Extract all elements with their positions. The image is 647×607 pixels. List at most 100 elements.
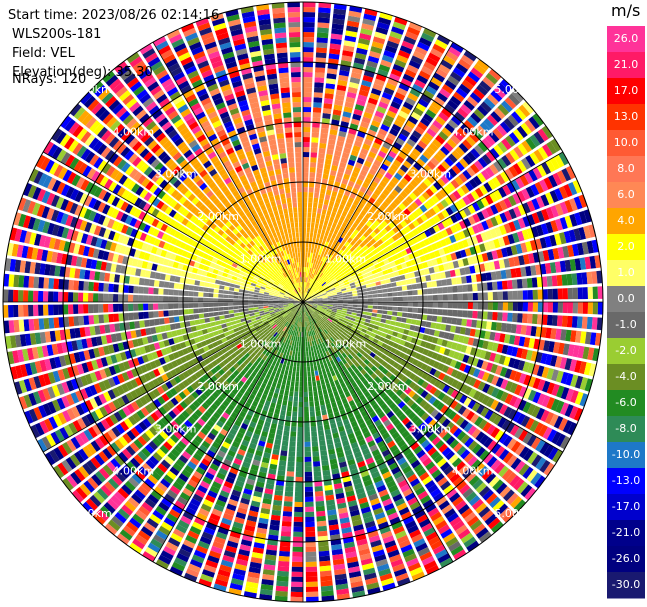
- range-gate: [287, 461, 295, 467]
- range-gate: [432, 287, 438, 294]
- range-gate: [303, 356, 307, 362]
- range-gate: [406, 138, 416, 148]
- range-gate: [337, 255, 343, 261]
- range-gate: [362, 305, 368, 309]
- range-gate: [309, 232, 314, 238]
- range-gate: [581, 272, 588, 285]
- range-gate: [333, 217, 339, 224]
- range-gate: [284, 425, 290, 432]
- range-gate: [321, 261, 326, 268]
- range-gate: [349, 175, 357, 183]
- range-gate: [375, 281, 382, 286]
- range-gate: [325, 153, 333, 160]
- range-gate: [405, 279, 412, 285]
- range-gate: [281, 521, 292, 527]
- range-gate: [463, 50, 477, 62]
- range-gate: [352, 222, 359, 229]
- range-gate: [347, 196, 355, 204]
- range-gate: [497, 291, 503, 300]
- range-gate: [325, 382, 331, 389]
- range-gate: [362, 75, 374, 83]
- range-gate: [320, 363, 325, 370]
- range-gate: [362, 143, 371, 151]
- range-gate: [315, 264, 319, 270]
- range-gate: [447, 75, 460, 86]
- range-gate: [365, 133, 375, 142]
- range-gate: [295, 476, 303, 482]
- range-gate: [311, 273, 315, 280]
- range-gate: [295, 346, 299, 352]
- range-gate: [429, 124, 440, 134]
- range-gate: [330, 244, 335, 250]
- range-gate: [333, 202, 340, 209]
- range-gate: [304, 491, 314, 497]
- range-gate: [347, 15, 361, 23]
- range-gate: [406, 312, 413, 319]
- range-gate: [277, 570, 289, 577]
- range-gate: [312, 385, 318, 392]
- range-gate: [347, 243, 353, 250]
- range-gate: [368, 323, 375, 329]
- range-gate: [326, 148, 334, 155]
- ray-9: [303, 34, 451, 302]
- range-gate: [345, 224, 352, 231]
- range-gate: [317, 208, 322, 214]
- range-gate: [396, 316, 402, 322]
- range-gate: [372, 302, 378, 306]
- range-gate: [279, 545, 291, 552]
- range-gate: [293, 516, 303, 522]
- range-gate: [283, 395, 289, 401]
- range-gate: [417, 308, 423, 314]
- range-gate: [319, 570, 332, 577]
- range-gate: [350, 118, 360, 126]
- range-gate: [330, 38, 342, 45]
- range-gate: [305, 546, 317, 552]
- range-gate: [281, 445, 288, 452]
- range-gate: [290, 586, 303, 592]
- range-gate: [323, 263, 328, 269]
- range-gate: [566, 315, 573, 328]
- range-gate: [277, 378, 283, 385]
- range-gate: [552, 288, 558, 300]
- range-gate: [404, 69, 417, 79]
- range-gate: [356, 99, 366, 107]
- range-gate: [357, 295, 363, 299]
- range-gate: [307, 267, 310, 273]
- range-gate: [546, 275, 553, 287]
- range-gate: [390, 320, 396, 326]
- range-gate: [566, 273, 573, 286]
- range-gate: [283, 501, 293, 507]
- range-gate: [312, 122, 320, 128]
- range-gate: [532, 302, 538, 312]
- range-gate: [435, 115, 446, 126]
- range-gate: [410, 111, 421, 121]
- range-gate: [461, 79, 474, 91]
- range-gate: [361, 164, 370, 173]
- range-gate: [385, 319, 392, 325]
- range-gate: [430, 273, 437, 281]
- ray-13: [303, 68, 502, 302]
- range-gate: [470, 274, 477, 283]
- ray-5: [303, 12, 393, 302]
- range-gate: [338, 69, 350, 77]
- range-gate: [377, 68, 389, 78]
- range-gate: [315, 57, 327, 64]
- range-gate: [443, 55, 456, 66]
- range-gate: [446, 278, 453, 286]
- range-gate: [437, 302, 443, 308]
- range-gate: [318, 152, 325, 159]
- range-gate: [304, 331, 307, 337]
- range-gate: [404, 323, 411, 330]
- range-gate: [522, 302, 528, 312]
- range-gate: [306, 591, 319, 597]
- range-gate: [415, 102, 427, 113]
- range-gate: [276, 367, 282, 374]
- range-gate: [321, 590, 334, 597]
- range-gate: [438, 111, 449, 122]
- range-gate: [357, 94, 368, 102]
- range-gate: [345, 137, 354, 145]
- range-gate: [318, 394, 324, 401]
- range-gate: [436, 316, 443, 323]
- range-gate: [322, 245, 327, 252]
- range-gate: [456, 276, 462, 285]
